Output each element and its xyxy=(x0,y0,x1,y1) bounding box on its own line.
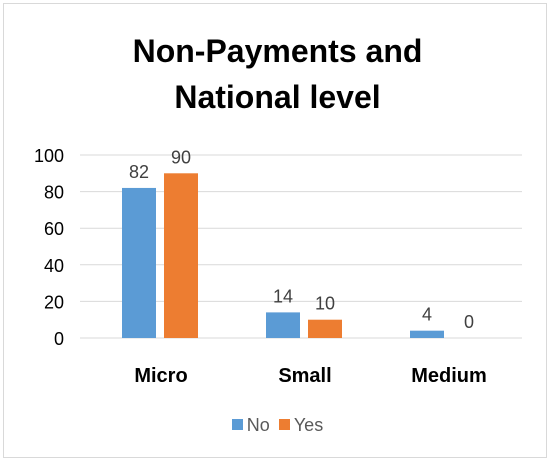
y-tick-label: 80 xyxy=(44,183,64,203)
legend-item-yes: Yes xyxy=(278,414,324,436)
bar-yes-small xyxy=(308,319,342,338)
bar-no-medium xyxy=(410,330,444,338)
chart-frame xyxy=(3,3,547,458)
y-tick-label: 20 xyxy=(44,292,64,312)
y-tick-label: 60 xyxy=(44,219,64,239)
legend-swatch-yes xyxy=(278,419,290,430)
bars xyxy=(122,173,444,338)
y-tick-label: 0 xyxy=(54,329,64,349)
legend-swatch-no xyxy=(231,419,243,430)
x-tick-label: Small xyxy=(278,365,331,387)
y-tick-label: 40 xyxy=(44,256,64,276)
data-label: 82 xyxy=(129,162,149,182)
chart-title-line-2: National level xyxy=(174,79,381,115)
chart-title-line-1: Non-Payments and xyxy=(132,33,423,69)
data-label: 90 xyxy=(171,147,191,167)
data-label: 0 xyxy=(464,312,474,332)
data-labels: 82 90 14 10 4 0 xyxy=(129,147,474,332)
y-tick-label: 100 xyxy=(34,146,64,166)
bar-no-micro xyxy=(122,187,156,338)
legend-label-no: No xyxy=(246,414,270,435)
data-label: 4 xyxy=(422,305,432,325)
bar-no-small xyxy=(266,312,300,338)
x-tick-label: Micro xyxy=(134,365,187,387)
chart-title: Non-Payments and National level xyxy=(0,28,555,120)
legend-item-no: No xyxy=(231,414,270,436)
data-label: 10 xyxy=(315,294,335,314)
bar-yes-micro xyxy=(164,173,198,338)
data-label: 14 xyxy=(273,286,293,306)
legend-label-yes: Yes xyxy=(293,414,324,435)
legend: No Yes xyxy=(0,414,555,436)
y-axis-tick-labels: 0 20 40 60 80 100 xyxy=(34,146,64,349)
x-axis-tick-labels: Micro Small Medium xyxy=(134,365,486,387)
x-tick-label: Medium xyxy=(411,365,487,387)
